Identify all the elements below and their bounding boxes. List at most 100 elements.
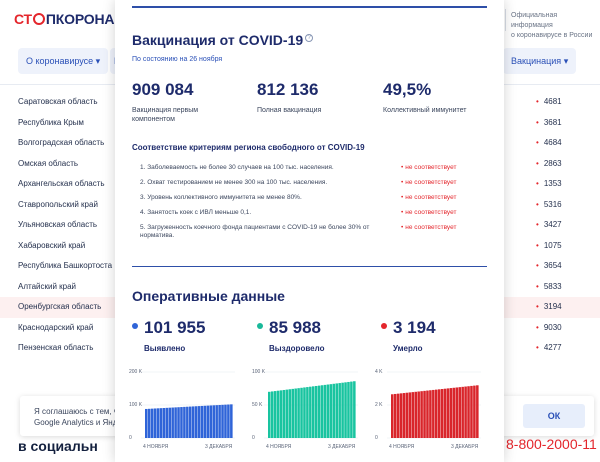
chart-bar[interactable] — [396, 393, 400, 438]
region-row[interactable]: Волгоградская область 4684 — [0, 133, 600, 154]
chart-bar[interactable] — [423, 390, 426, 438]
chart-bar[interactable] — [426, 390, 429, 438]
chart-bar[interactable] — [332, 383, 336, 438]
chart-bar[interactable] — [399, 393, 403, 438]
chart-bar[interactable] — [350, 381, 353, 438]
chart-bar[interactable] — [338, 383, 341, 438]
chart-bar[interactable] — [411, 392, 415, 438]
chart-bar[interactable] — [212, 405, 215, 438]
chart-bar[interactable] — [317, 385, 321, 438]
nav-about-covid[interactable]: О коронавирусе ▾ — [18, 48, 109, 74]
chart-bar[interactable] — [150, 408, 154, 438]
region-row[interactable]: Республика Башкортоста 3654 — [0, 256, 600, 277]
chart-bar[interactable] — [297, 388, 300, 438]
chart-bar[interactable] — [467, 386, 470, 438]
chart-bar[interactable] — [417, 391, 420, 438]
chart-bar[interactable] — [218, 404, 221, 438]
chart-bar[interactable] — [405, 392, 409, 438]
region-row[interactable]: Хабаровский край 1075 — [0, 236, 600, 257]
chart-bar[interactable] — [314, 385, 318, 438]
chart-bar[interactable] — [323, 384, 327, 438]
cookie-ok-button[interactable]: ОК — [523, 404, 585, 428]
chart-bar[interactable] — [189, 406, 192, 438]
chart-bar[interactable] — [191, 406, 195, 438]
chart-bar[interactable] — [440, 389, 444, 438]
region-row[interactable]: Ставропольский край 5316 — [0, 195, 600, 216]
chart-bar[interactable] — [203, 405, 207, 438]
region-row[interactable]: Краснодарский край 9030 — [0, 318, 600, 339]
chart-bar[interactable] — [432, 389, 435, 438]
chart-bar[interactable] — [429, 390, 432, 438]
chart-bar[interactable] — [206, 405, 210, 438]
chart-bar[interactable] — [300, 387, 303, 438]
chart-bar[interactable] — [215, 405, 218, 438]
site-logo[interactable]: СТ ПКОРОНАВИ — [14, 11, 134, 27]
chart-bar[interactable] — [168, 407, 171, 438]
chart-bar[interactable] — [443, 388, 447, 438]
chart-bar[interactable] — [437, 389, 441, 438]
chart-bar[interactable] — [285, 389, 289, 438]
chart-bar[interactable] — [420, 391, 423, 438]
chart-bar[interactable] — [145, 408, 148, 438]
chart-bar[interactable] — [227, 404, 230, 438]
chart-bar[interactable] — [159, 408, 163, 438]
chart-bar[interactable] — [200, 405, 204, 438]
chart-bar[interactable] — [306, 387, 309, 438]
region-row[interactable]: Саратовская область 4681 — [0, 92, 600, 113]
region-row[interactable]: Республика Крым 3681 — [0, 113, 600, 134]
chart-bar[interactable] — [294, 388, 297, 438]
chart-bar[interactable] — [464, 386, 467, 438]
region-row[interactable]: Пензенская область 4277 — [0, 338, 600, 359]
chart-bar[interactable] — [455, 387, 459, 438]
chart-bar[interactable] — [279, 390, 283, 438]
chart-bar[interactable] — [288, 389, 292, 438]
chart-bar[interactable] — [344, 382, 347, 438]
chart-bar[interactable] — [165, 407, 169, 438]
chart-bar[interactable] — [320, 385, 324, 438]
chart-bar[interactable] — [326, 384, 330, 438]
chart-bar[interactable] — [224, 404, 227, 438]
chart-bar[interactable] — [147, 408, 151, 438]
chart-bar[interactable] — [341, 382, 344, 438]
chart-bar[interactable] — [177, 407, 180, 438]
chart-bar[interactable] — [393, 393, 397, 438]
chart-bar[interactable] — [153, 408, 157, 438]
nav-vaccination[interactable]: Вакцинация ▾ — [503, 48, 577, 74]
region-row[interactable]: Алтайский край 5833 — [0, 277, 600, 298]
chart-bar[interactable] — [268, 391, 271, 438]
chart-bar[interactable] — [273, 391, 277, 438]
chart-bar[interactable] — [391, 394, 394, 438]
chart-bar[interactable] — [452, 387, 456, 438]
chart-bar[interactable] — [194, 406, 198, 438]
hotline-phone[interactable]: 8-800-2000-11 — [506, 436, 597, 452]
chart-bar[interactable] — [458, 387, 461, 438]
chart-bar[interactable] — [180, 407, 183, 438]
chart-bar[interactable] — [303, 387, 306, 438]
chart-bar[interactable] — [171, 407, 174, 438]
chart-bar[interactable] — [347, 381, 350, 438]
info-icon[interactable]: ? — [305, 34, 314, 42]
chart-bar[interactable] — [435, 389, 438, 438]
chart-bar[interactable] — [186, 406, 189, 438]
chart-bar[interactable] — [461, 386, 464, 438]
chart-bar[interactable] — [291, 388, 294, 438]
chart-bar[interactable] — [312, 386, 315, 438]
chart-bar[interactable] — [449, 388, 453, 438]
region-row[interactable]: Архангельская область 1353 — [0, 174, 600, 195]
chart-bar[interactable] — [446, 388, 450, 438]
region-row[interactable]: Ульяновская область 3427 — [0, 215, 600, 236]
chart-bar[interactable] — [470, 385, 473, 438]
chart-bar[interactable] — [408, 392, 412, 438]
region-row[interactable]: Омская область 2863 — [0, 154, 600, 175]
chart-bar[interactable] — [156, 408, 160, 438]
chart-bar[interactable] — [414, 391, 417, 438]
chart-bar[interactable] — [162, 408, 166, 438]
chart-bar[interactable] — [276, 390, 280, 438]
chart-bar[interactable] — [476, 385, 479, 438]
chart-bar[interactable] — [230, 404, 233, 438]
chart-bar[interactable] — [329, 384, 333, 438]
chart-bar[interactable] — [221, 404, 224, 438]
chart-bar[interactable] — [282, 389, 286, 438]
chart-bar[interactable] — [402, 393, 406, 438]
chart-bar[interactable] — [270, 391, 274, 438]
